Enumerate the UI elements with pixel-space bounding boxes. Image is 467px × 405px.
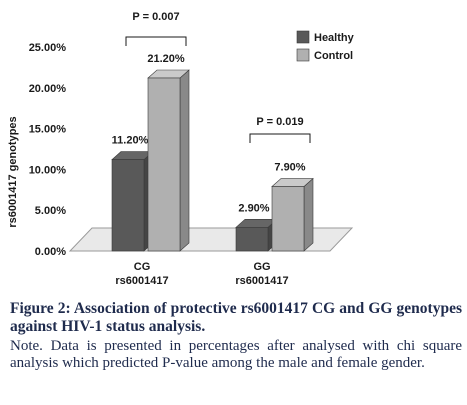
caption-note: Note. Data is presented in percentages a… (10, 338, 462, 371)
data-label: 11.20% (112, 135, 149, 147)
p-value-label: P = 0.019 (256, 116, 303, 128)
p-value-bracket (125, 36, 187, 46)
y-tick-label: 15.00% (29, 124, 67, 136)
legend-label: Healthy (314, 32, 355, 44)
y-tick-label: 25.00% (29, 42, 67, 54)
legend-label: Control (314, 50, 353, 62)
data-label: 7.90% (274, 162, 305, 174)
y-tick-label: 0.00% (35, 246, 66, 258)
bar-control-2 (271, 177, 314, 252)
x-tick-sublabel: rs6001417 (115, 275, 168, 287)
y-axis-label: rs6001417 genotypes (7, 116, 19, 227)
legend-swatch (296, 48, 310, 62)
caption-title: Figure 2: Association of protective rs60… (10, 300, 462, 335)
bar-chart: 0.00% 5.00% 10.00% 15.00% 20.00% 25.00% rs600… (7, 11, 355, 287)
legend-swatch (296, 30, 310, 44)
data-label: 21.20% (147, 53, 185, 65)
y-tick-label: 5.00% (35, 205, 66, 217)
data-label: 2.90% (238, 202, 269, 214)
x-tick-label: GG (253, 261, 270, 273)
y-tick-label: 10.00% (29, 164, 67, 176)
figure-caption: Figure 2: Association of protective rs60… (10, 300, 462, 372)
legend: Healthy Control (296, 30, 355, 62)
p-value-label: P = 0.007 (132, 11, 179, 23)
bars: 11.20% 2.90% 21.20% 7.90% CG rs6001417 GG rs600… (111, 53, 314, 287)
p-value-bracket (249, 133, 311, 143)
bar-control-1 (147, 69, 190, 252)
x-tick-label: CG (134, 261, 151, 273)
bar-healthy-2 (235, 218, 278, 252)
bar-healthy-1 (111, 150, 154, 252)
y-axis: 0.00% 5.00% 10.00% 15.00% 20.00% 25.00% (29, 42, 67, 258)
y-tick-label: 20.00% (29, 83, 67, 95)
p-value-annotations: P = 0.007 P = 0.019 (125, 11, 311, 143)
x-tick-sublabel: rs6001417 (235, 275, 288, 287)
